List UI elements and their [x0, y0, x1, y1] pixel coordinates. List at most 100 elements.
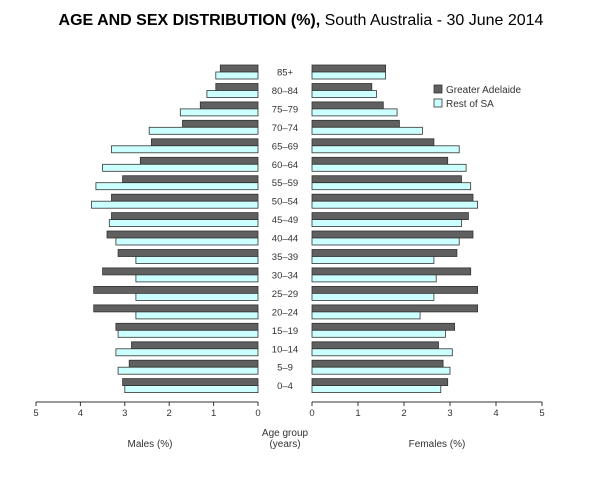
bar-female-greater-adelaide — [311, 359, 444, 368]
bar-male-greater-adelaide — [122, 378, 259, 387]
bar-female-rest-of-sa — [311, 311, 421, 320]
bar-male-greater-adelaide — [139, 156, 259, 165]
bar-male-rest-of-sa — [179, 108, 259, 117]
chart-title-rest: South Australia - 30 June 2014 — [320, 12, 544, 29]
bar-female-rest-of-sa — [311, 329, 446, 338]
bar-female-rest-of-sa — [311, 71, 386, 80]
males-tick-label: 4 — [78, 408, 83, 419]
bar-male-rest-of-sa — [111, 145, 259, 154]
legend-swatch-rest-of-sa — [433, 98, 443, 108]
bar-female-greater-adelaide — [311, 101, 384, 110]
chart-title: AGE AND SEX DISTRIBUTION (%), South Aust… — [0, 12, 602, 30]
bar-male-rest-of-sa — [115, 237, 259, 246]
females-axis-label: Females (%) — [409, 439, 466, 450]
bar-female-greater-adelaide — [311, 378, 449, 387]
age-group-label: 10–14 — [272, 344, 298, 355]
bar-female-greater-adelaide — [311, 249, 458, 257]
age-group-label: 45–49 — [272, 215, 298, 226]
bar-male-greater-adelaide — [115, 322, 259, 331]
bar-female-rest-of-sa — [311, 237, 460, 246]
chart-title-bold: AGE AND SEX DISTRIBUTION (%), — [58, 12, 321, 29]
bar-female-greater-adelaide — [311, 138, 435, 147]
male-bars — [91, 64, 259, 394]
age-group-label: 85+ — [277, 68, 294, 79]
females-tick-label: 0 — [309, 408, 314, 419]
bar-male-rest-of-sa — [206, 90, 259, 98]
females-tick-label: 3 — [447, 408, 452, 419]
males-tick-label: 5 — [33, 408, 38, 419]
bar-male-greater-adelaide — [106, 230, 259, 239]
bar-female-rest-of-sa — [311, 385, 442, 394]
age-group-label: 65–69 — [272, 141, 298, 152]
legend: Greater Adelaide Rest of SA — [433, 84, 521, 110]
bar-male-rest-of-sa — [95, 182, 259, 191]
bar-female-greater-adelaide — [311, 83, 373, 91]
females-tick-label: 2 — [401, 408, 406, 419]
age-group-label: 60–64 — [272, 160, 298, 171]
bar-female-greater-adelaide — [311, 175, 462, 184]
bar-female-greater-adelaide — [311, 156, 449, 165]
males-axis-label: Males (%) — [127, 439, 172, 450]
bar-female-greater-adelaide — [311, 304, 479, 313]
females-tick-label: 4 — [493, 408, 498, 419]
age-group-label: 50–54 — [272, 197, 298, 208]
bar-male-rest-of-sa — [117, 329, 259, 338]
bar-male-greater-adelaide — [93, 285, 259, 294]
legend-swatch-greater-adelaide — [433, 84, 443, 94]
bar-male-rest-of-sa — [135, 274, 259, 283]
bar-male-rest-of-sa — [124, 385, 259, 394]
bar-female-rest-of-sa — [311, 108, 398, 117]
bar-female-rest-of-sa — [311, 126, 423, 135]
bar-male-rest-of-sa — [117, 366, 259, 375]
legend-label-rest-of-sa: Rest of SA — [446, 99, 494, 110]
bar-female-greater-adelaide — [311, 322, 456, 331]
age-group-label: 30–34 — [272, 270, 298, 281]
bar-male-greater-adelaide — [182, 119, 259, 128]
bar-male-greater-adelaide — [111, 212, 259, 221]
bar-male-greater-adelaide — [117, 249, 259, 257]
bar-female-rest-of-sa — [311, 163, 467, 172]
age-group-label: 35–39 — [272, 252, 298, 263]
age-group-label: 70–74 — [272, 123, 298, 134]
age-group-label: 5–9 — [277, 363, 293, 374]
bar-female-greater-adelaide — [311, 64, 386, 73]
bar-male-rest-of-sa — [148, 126, 259, 135]
bar-female-rest-of-sa — [311, 274, 437, 283]
age-group-axis-label: Age group — [262, 428, 309, 439]
legend-label-greater-adelaide: Greater Adelaide — [446, 85, 521, 96]
females-tick-label: 1 — [355, 408, 360, 419]
age-group-label: 15–19 — [272, 326, 298, 337]
males-tick-label: 2 — [167, 408, 172, 419]
age-group-label: 40–44 — [272, 234, 298, 245]
bar-male-greater-adelaide — [122, 175, 259, 184]
bar-female-rest-of-sa — [311, 145, 460, 154]
bar-female-greater-adelaide — [311, 230, 474, 239]
bar-male-rest-of-sa — [135, 256, 259, 264]
x-axes: 5 5 4 4 3 3 2 2 1 1 0 0 — [33, 401, 545, 419]
age-group-label: 0–4 — [277, 381, 293, 392]
males-tick-label: 3 — [122, 408, 127, 419]
bar-female-greater-adelaide — [311, 119, 400, 128]
males-tick-label: 0 — [255, 408, 260, 419]
bar-male-greater-adelaide — [93, 304, 259, 313]
bar-male-rest-of-sa — [135, 292, 259, 301]
bar-female-greater-adelaide — [311, 341, 439, 350]
bar-male-greater-adelaide — [219, 64, 259, 73]
bar-female-rest-of-sa — [311, 348, 453, 357]
age-group-label: 80–84 — [272, 86, 298, 97]
bar-male-rest-of-sa — [135, 311, 259, 320]
bar-male-greater-adelaide — [150, 138, 259, 147]
bar-female-rest-of-sa — [311, 90, 377, 98]
bar-female-greater-adelaide — [311, 285, 479, 294]
bar-male-greater-adelaide — [199, 101, 259, 110]
female-bars — [311, 64, 479, 394]
age-group-label: 55–59 — [272, 178, 298, 189]
bar-male-greater-adelaide — [111, 193, 259, 202]
bar-male-greater-adelaide — [128, 359, 259, 368]
bar-male-rest-of-sa — [108, 219, 259, 228]
bar-female-greater-adelaide — [311, 267, 472, 276]
bar-female-rest-of-sa — [311, 366, 451, 375]
age-group-labels: 85+ 80–84 75–79 70–74 65–69 60–64 55–59 50–54 45… — [272, 68, 298, 393]
age-group-label: 20–24 — [272, 307, 298, 318]
